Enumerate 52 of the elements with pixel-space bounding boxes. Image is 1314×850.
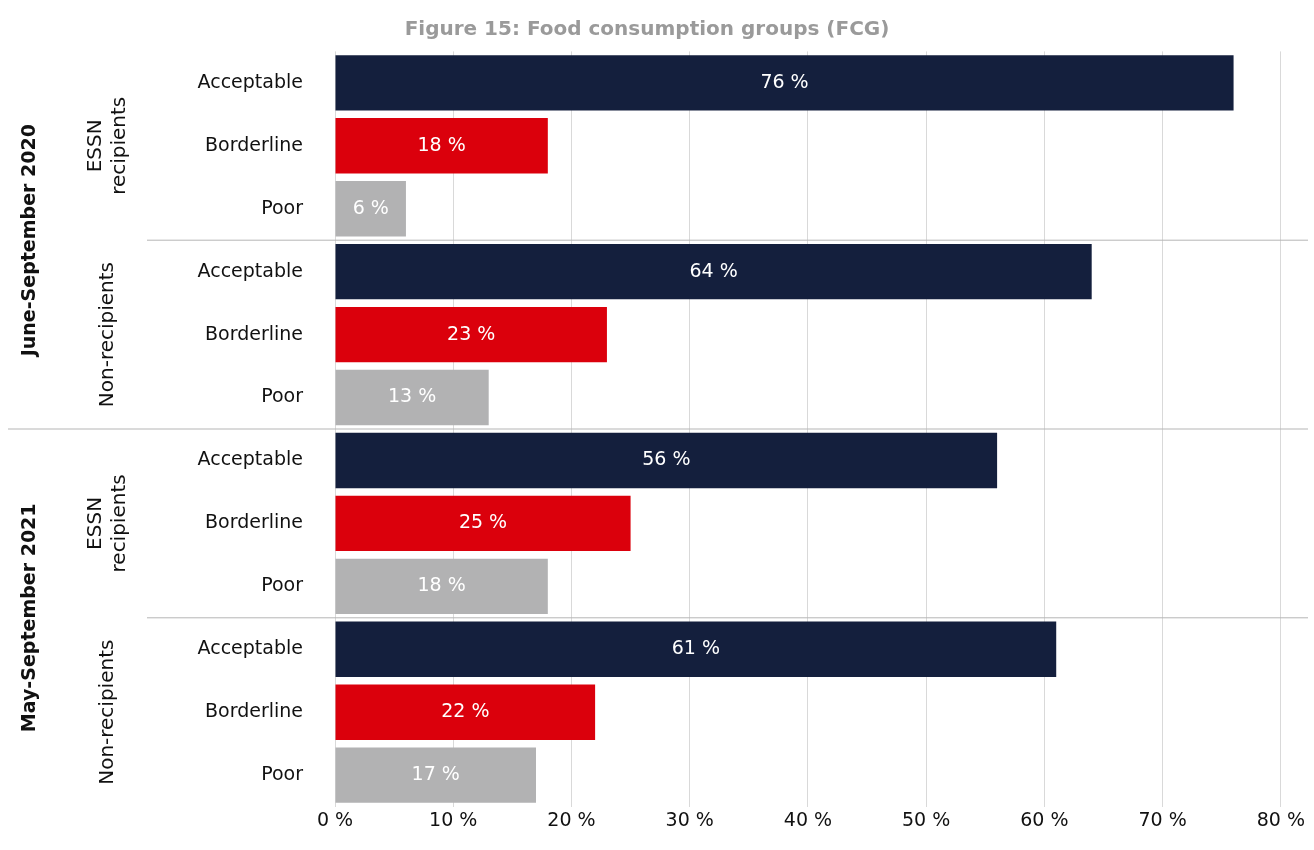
bar [335,495,631,552]
bar [335,243,1092,300]
x-tick-label: 80 % [1256,807,1306,830]
text: Non-recipients [94,639,119,785]
y-tick-label: Acceptable [197,69,303,92]
x-tick-label: 50 % [902,807,951,830]
data-label: 18 % [417,573,466,596]
bar [335,432,998,489]
y-tick-label: Acceptable [197,636,303,659]
bar [335,55,1234,111]
x-tick-label: 20 % [547,807,596,830]
data-label: 23 % [447,321,496,344]
data-label: 61 % [671,636,720,659]
y-tick-label: Borderline [205,510,303,533]
bar [335,558,548,615]
y-tick-label: Acceptable [197,258,303,281]
y-tick-label: Poor [261,762,304,785]
bar [335,118,548,174]
data-label: 13 % [387,384,437,407]
text: ESSN recipients [82,474,131,573]
data-label: 56 % [642,447,691,470]
chart-title: Figure 15: Food consumption groups (FCG) [404,15,890,40]
x-tick-label: 30 % [665,807,714,830]
x-tick-label: 0 % [316,807,354,830]
text: Non-recipients [94,261,119,408]
data-label: 17 % [411,762,460,785]
text: June-September 2020 [16,124,39,359]
x-tick-label: 40 % [783,807,833,830]
bar [335,369,489,426]
y-tick-label: Poor [261,195,304,218]
y-tick-label: Borderline [205,132,303,155]
text: ESSN recipients [82,96,131,195]
y-tick-label: Poor [261,573,304,596]
bar [335,181,406,237]
bar [335,684,596,740]
text: May-September 2021 [16,503,39,733]
bar [335,306,607,363]
y-tick-label: Borderline [205,699,303,722]
y-tick-label: Poor [261,384,304,407]
bar [335,621,1057,677]
x-tick-label: 10 % [429,807,478,830]
data-label: 22 % [441,699,490,722]
x-tick-label: 60 % [1020,807,1069,830]
data-label: 18 % [417,132,466,155]
y-tick-label: Acceptable [197,447,303,470]
bar [335,747,536,803]
data-label: 76 % [760,69,809,92]
data-label: 25 % [458,510,508,533]
data-label: 64 % [689,258,738,281]
data-label: 6 % [352,195,389,218]
y-tick-label: Borderline [205,321,303,344]
x-tick-label: 70 % [1138,807,1187,830]
